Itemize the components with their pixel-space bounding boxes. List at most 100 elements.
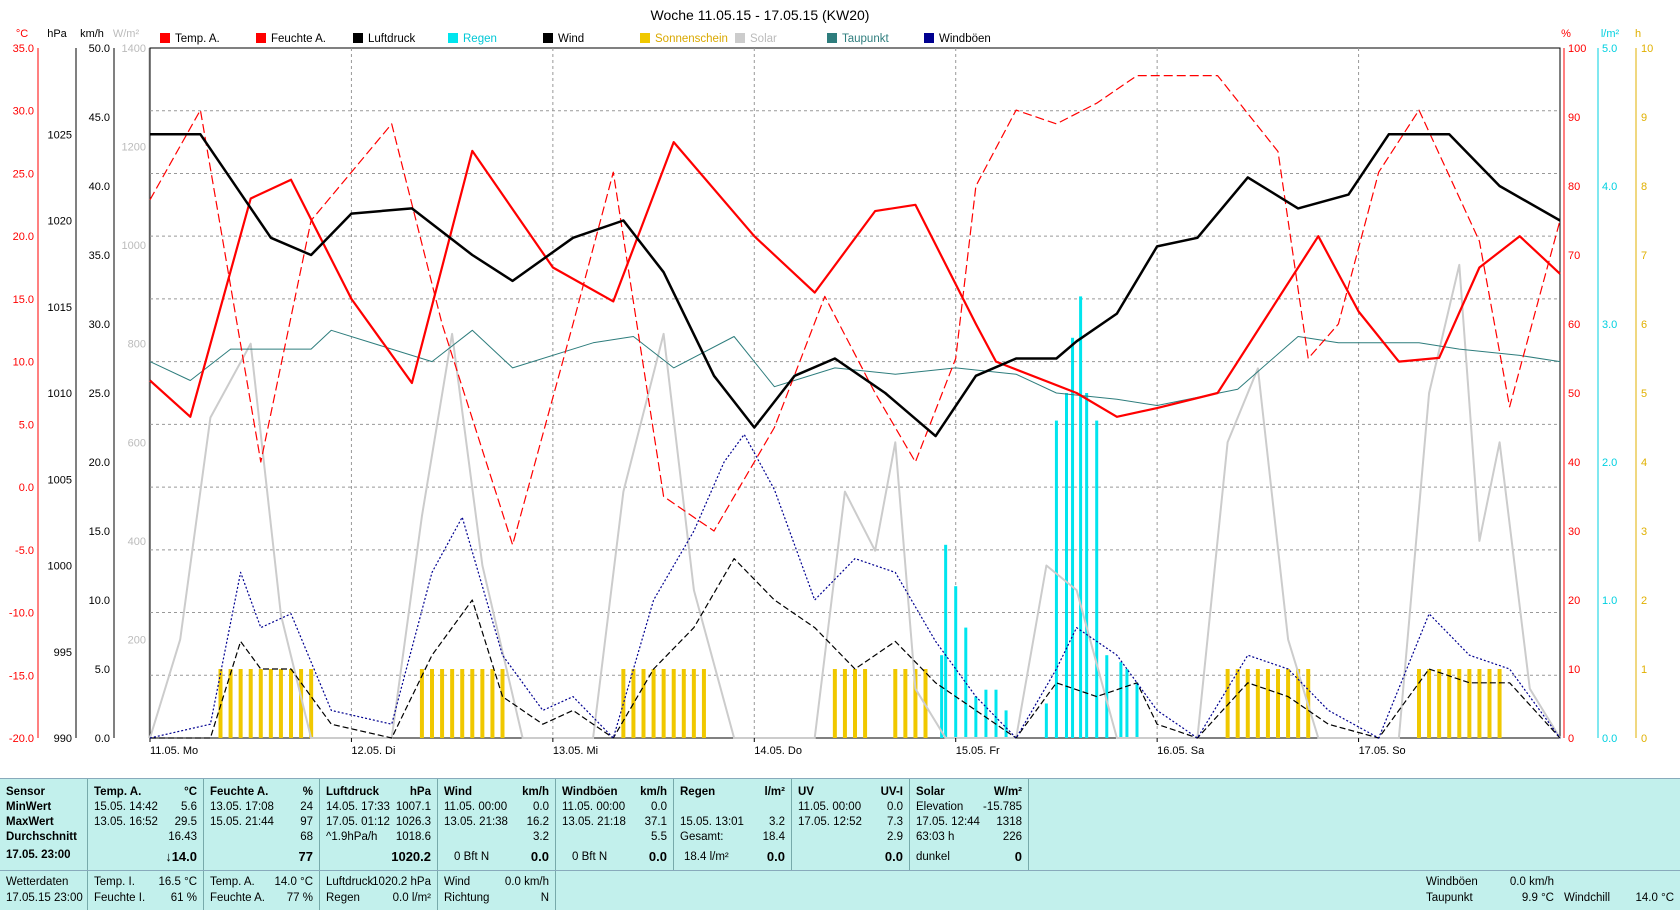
- rain-bar: [1065, 393, 1068, 738]
- x-tick-label: 11.05. Mo: [150, 745, 198, 757]
- footer-wd-value: 17.05.15 23:00: [6, 892, 83, 904]
- sun-bar: [701, 669, 706, 738]
- press-now: 1020.2: [391, 849, 431, 864]
- sun-bar: [661, 669, 666, 738]
- humidity-tick-label: 20: [1568, 595, 1580, 607]
- press-max-value: 1026.3: [395, 816, 431, 828]
- series-lines: [149, 74, 1561, 739]
- sun-bar: [853, 669, 857, 738]
- temp-header: Temp. A.: [94, 786, 142, 798]
- wind-tick-label: 40.0: [89, 181, 110, 193]
- bars: [218, 296, 1502, 738]
- footer-wc-label: Windchill: [1564, 892, 1611, 904]
- x-tick-label: 16.05. Sa: [1157, 745, 1205, 757]
- wind-min-time: 11.05. 00:00: [444, 801, 508, 813]
- temp-tick-label: -20.0: [9, 733, 34, 745]
- wind-tick-label: 25.0: [89, 388, 110, 400]
- solar-tick-label: 1000: [122, 240, 146, 252]
- rain-max-time: 15.05. 13:01: [680, 816, 744, 828]
- pressure-tick-label: 990: [54, 733, 72, 745]
- uv-avg: 2.9: [887, 831, 903, 843]
- solar-now: 0: [1014, 849, 1022, 864]
- hum-header: Feuchte A.: [210, 786, 269, 798]
- rain-bar: [1095, 420, 1099, 738]
- sun-bar: [681, 669, 686, 738]
- hum-unit: %: [302, 786, 313, 798]
- wind-bft: 0 Bft N: [454, 851, 490, 863]
- stats-col-pressure: Luftdruck hPa 14.05. 17:33 1007.1 17.05.…: [320, 779, 438, 871]
- sun-bar: [278, 669, 283, 738]
- hum-max-time: 15.05. 21:44: [210, 816, 274, 828]
- stats-col-humidity: Feuchte A. % 13.05. 17:08 24 15.05. 21:4…: [204, 779, 320, 871]
- temp-tick-label: 30.0: [13, 106, 34, 118]
- press-max-time: 17.05. 01:12: [326, 816, 390, 828]
- sun-bar: [1225, 669, 1230, 738]
- sun-tick-label: 4: [1641, 457, 1647, 469]
- footer-wc-value: 14.0 °C: [1635, 892, 1674, 904]
- temp-tick-label: 10.0: [13, 357, 34, 369]
- sun-tick-label: 8: [1641, 181, 1647, 193]
- gust-min-value: 0.0: [651, 801, 667, 813]
- sun-tick-label: 0: [1641, 733, 1647, 745]
- sun-tick-label: 6: [1641, 319, 1647, 331]
- sun-tick-label: 5: [1641, 388, 1647, 400]
- legend-swatch: [640, 33, 650, 43]
- sun-bar: [1487, 669, 1492, 738]
- sun-bar: [470, 669, 475, 738]
- rain-tick-label: 4.0: [1602, 181, 1617, 193]
- gust-header: Windböen: [562, 786, 618, 798]
- series-taupunkt: [149, 329, 1561, 406]
- temp-avg: 16.43: [168, 831, 197, 843]
- temp-tick-label: -10.0: [9, 608, 34, 620]
- pressure-tick-label: 1010: [48, 388, 72, 400]
- sun-bar: [419, 669, 424, 738]
- footer-tp-value: 9.9 °C: [1521, 892, 1554, 904]
- rain-bar: [1125, 669, 1129, 738]
- stats-col-wind: Wind km/h 11.05. 00:00 0.0 13.05. 21:38 …: [438, 779, 556, 871]
- footer-ti-label: Temp. I.: [94, 876, 135, 888]
- footer-gust-dew: Windböen 0.0 km/h Taupunkt 9.9 °C: [1420, 871, 1560, 910]
- rain-bar: [1085, 393, 1089, 738]
- sun-bar: [440, 669, 445, 738]
- x-tick-label: 17.05. So: [1359, 745, 1406, 757]
- solar-header: Solar: [916, 786, 945, 798]
- stats-col-uv: UV UV-I 11.05. 00:00 0.0 17.05. 12:52 7.…: [792, 779, 910, 871]
- sun-bar: [268, 669, 273, 738]
- sun-bar: [1276, 669, 1280, 738]
- footer-lp-label: Luftdruck: [326, 876, 374, 888]
- x-tick-label: 12.05. Di: [351, 745, 395, 757]
- footer-ta-value: 14.0 °C: [274, 876, 313, 888]
- uv-min-time: 11.05. 00:00: [798, 801, 862, 813]
- rain-now: 0.0: [766, 849, 785, 864]
- hum-max-value: 97: [300, 816, 313, 828]
- pressure-tick-label: 1005: [48, 474, 72, 486]
- rain-bar: [1044, 703, 1048, 738]
- series-windb-en: [149, 433, 1561, 739]
- rain-bar: [1119, 662, 1123, 738]
- sun-bar: [1245, 669, 1250, 738]
- humidity-tick-label: 60: [1568, 319, 1580, 331]
- rain-bar: [944, 544, 948, 738]
- solar-state: dunkel: [916, 851, 950, 863]
- footer-ta-label: Temp. A.: [210, 876, 255, 888]
- max-label: MaxWert: [6, 816, 54, 828]
- legend-label: Temp. A.: [175, 33, 220, 45]
- solar-tick-label: 400: [128, 536, 146, 548]
- sun-bar: [238, 669, 243, 738]
- sun-bar: [299, 669, 304, 738]
- sun-bar: [1447, 669, 1452, 738]
- sun-bar: [1286, 669, 1291, 738]
- press-header: Luftdruck: [326, 786, 380, 798]
- legend-label: Luftdruck: [368, 33, 416, 45]
- rain-bar: [974, 696, 978, 738]
- sun-bar: [1427, 669, 1432, 738]
- sun-bar: [430, 669, 434, 738]
- solar-tick-label: 600: [128, 437, 146, 449]
- sun-tick-label: 1: [1641, 664, 1647, 676]
- rain-bar: [940, 655, 944, 738]
- footer-wb-value: 0.0 km/h: [1509, 876, 1554, 888]
- rain-tick-label: 2.0: [1602, 457, 1617, 469]
- sun-bar: [1235, 669, 1240, 738]
- legend-label: Sonnenschein: [655, 33, 728, 45]
- wind-tick-label: 5.0: [95, 664, 110, 676]
